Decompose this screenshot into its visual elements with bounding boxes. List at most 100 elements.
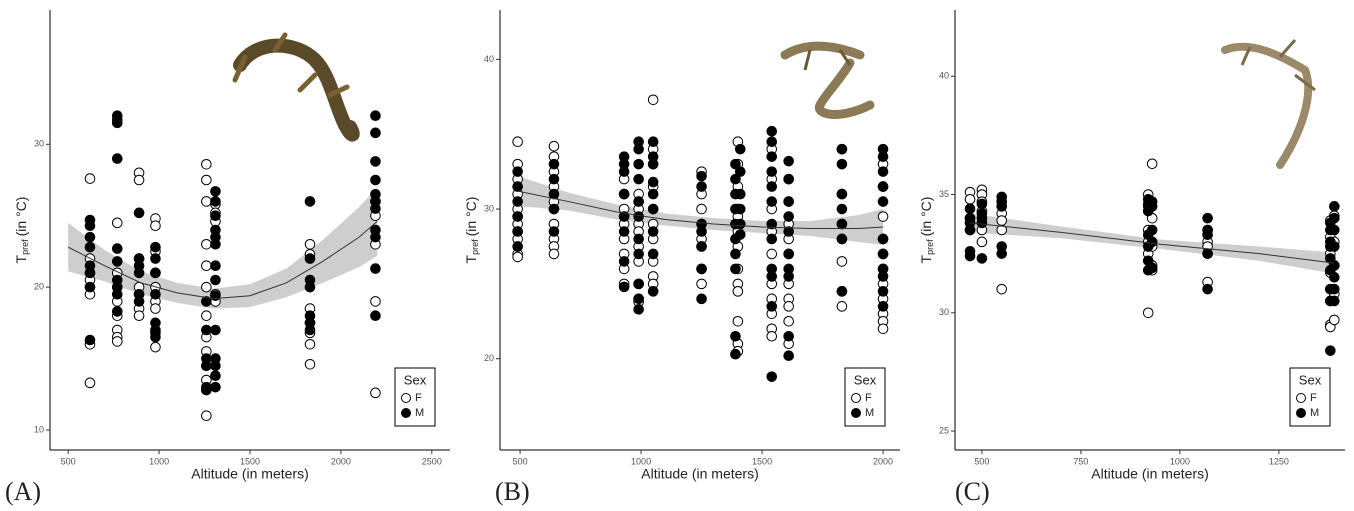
data-point [730,263,741,275]
data-point [633,293,644,305]
data-point [133,267,145,279]
y-label-sub: pref [925,239,935,255]
data-point [1329,272,1340,283]
legend-label: F [865,392,872,404]
data-point [783,173,794,185]
data-point [1329,260,1340,271]
data-point [111,256,123,267]
data-point [1202,212,1213,224]
legend-marker [1296,393,1306,403]
y-label-main: T [918,254,934,263]
x-tick-label: 2000 [873,456,893,466]
data-point [370,296,381,307]
data-point [766,218,778,230]
x-tick-label: 1500 [240,456,260,466]
data-point [1146,158,1158,170]
data-point [150,241,161,253]
data-point [201,324,212,336]
legend-marker [851,393,861,403]
data-point [210,370,221,382]
data-point [696,241,707,252]
data-point [1146,236,1158,248]
data-point [111,117,123,129]
y-label-main: T [13,254,29,263]
y-tick-label: 30 [939,307,949,317]
data-point [84,281,96,293]
data-point [996,283,1008,295]
data-point [210,324,221,336]
y-tick-label: 20 [484,353,494,363]
data-point [877,151,889,162]
data-point [964,203,976,215]
data-point [730,348,741,360]
data-point [304,324,316,336]
x-tick-label: 1000 [1170,456,1190,466]
x-tick-label: 1500 [752,456,772,466]
data-point [201,296,212,307]
data-point [84,231,96,243]
data-point [201,384,212,396]
data-point [150,220,161,232]
data-point [783,315,794,327]
x-tick-label: 2000 [331,456,351,466]
data-point [1202,229,1213,241]
data-point [877,211,889,222]
data-point [647,248,659,260]
data-point [633,248,644,260]
y-tick-label: 40 [939,71,949,81]
data-point [210,186,221,197]
data-point [836,301,848,312]
y-label-sub: pref [20,239,30,255]
data-point [766,166,778,177]
y-label-unit: (in °C) [918,197,934,237]
y-axis-label: Tpref (in °C) [13,197,31,264]
x-tick-label: 750 [1073,456,1088,466]
data-point [836,203,848,215]
data-point [734,218,746,230]
data-point [84,241,96,253]
data-point [548,173,560,185]
data-point [201,158,212,170]
y-tick-label: 40 [484,54,494,64]
data-point [734,188,746,200]
data-point [1329,295,1340,307]
legend-title: Sex [1299,372,1322,387]
data-point [304,281,316,293]
data-point [1329,224,1340,236]
legend-marker [1296,408,1306,418]
y-axis-label: Tpref (in °C) [918,197,936,264]
data-point [647,136,659,148]
x-tick-label: 500 [513,456,528,466]
data-point [210,360,221,372]
y-tick-label: 35 [939,189,949,199]
data-point [964,224,976,236]
data-point [783,301,794,312]
data-point [150,303,161,314]
data-point [150,341,161,353]
data-point [512,166,523,177]
data-point [618,226,630,237]
data-point [633,143,644,155]
data-point [696,278,707,290]
data-point [633,196,644,207]
data-point [512,136,523,148]
panel-label: (A) [5,477,41,506]
data-point [730,248,741,260]
data-point [696,293,707,305]
data-point [964,250,976,262]
data-point [836,256,848,267]
data-point [150,288,161,300]
data-point [877,181,889,192]
legend-marker [401,393,411,403]
data-point [836,286,848,297]
legend-label: F [415,392,422,404]
y-label-main: T [463,254,479,263]
data-point [732,286,744,297]
data-point [1146,201,1158,212]
data-point [964,193,976,205]
data-point [647,158,659,170]
data-point [618,166,630,177]
data-point [633,233,644,245]
data-point [201,360,212,372]
data-point [304,196,316,207]
